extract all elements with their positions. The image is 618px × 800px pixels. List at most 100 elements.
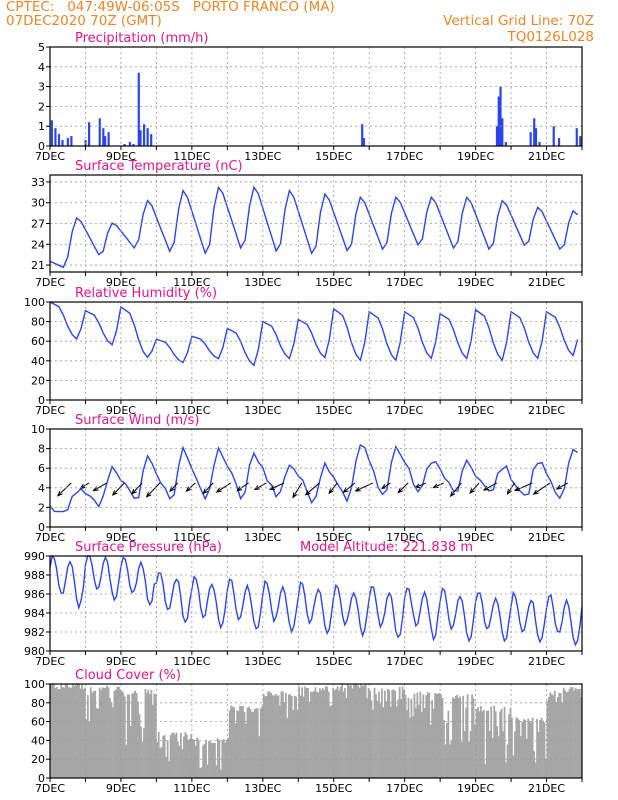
cloud-bar <box>481 711 484 778</box>
wind-arrowhead <box>397 487 404 494</box>
cloud-bar <box>218 740 221 778</box>
cloud-bar <box>506 744 509 778</box>
cloud-bar <box>512 755 515 778</box>
wind-arrow <box>415 482 427 488</box>
cloud-bar <box>355 684 358 778</box>
cloud-bar <box>58 689 61 778</box>
cloud-bar <box>184 732 187 778</box>
precip-bar <box>98 118 101 146</box>
cloud-bar <box>499 711 502 778</box>
cloud-bar <box>321 688 324 778</box>
cloud-bar <box>401 686 404 778</box>
cloud-bar <box>440 694 442 778</box>
x-tick-label: 21DEC <box>528 531 565 544</box>
cloud-bar <box>55 687 58 778</box>
cloud-bar <box>403 690 405 778</box>
wind-arrowhead <box>145 491 152 498</box>
model-altitude: Model Altitude: 221.838 m <box>300 540 473 555</box>
wind-arrowhead <box>449 491 456 498</box>
cloud-bar <box>273 695 275 778</box>
x-tick-label: 13DEC <box>244 782 281 795</box>
x-tick-label: 17DEC <box>386 655 423 668</box>
x-tick-label: 17DEC <box>386 276 423 289</box>
cloud-bar <box>79 688 82 778</box>
x-tick-label: 7DEC <box>35 655 65 668</box>
cloud-bar <box>181 749 184 778</box>
cloud-bar <box>51 684 54 778</box>
y-tick-label: 980 <box>24 645 45 658</box>
cloud-bar <box>570 687 572 778</box>
cloud-bar <box>444 744 447 778</box>
cloud-bar <box>422 694 425 778</box>
cloud-bar <box>347 684 349 778</box>
cloud-bar <box>196 737 199 778</box>
y-tick-label: 0 <box>38 521 45 534</box>
cloud-bar <box>453 698 456 778</box>
precip-bar <box>495 126 499 146</box>
x-tick-label: 13DEC <box>244 655 281 668</box>
wind-arrow <box>186 482 196 492</box>
cloud-bar <box>382 707 385 778</box>
cloud-bar <box>177 741 179 778</box>
cloud-bar <box>248 706 250 778</box>
cloud-bar <box>286 717 289 778</box>
cloud-bar <box>308 701 311 778</box>
cloud-bar <box>477 707 479 778</box>
cloud-bar <box>342 691 345 778</box>
station-info: CPTEC: 047:49W-06:05S PORTO FRANCO (MA) <box>6 0 335 15</box>
cloud-bar <box>332 687 335 778</box>
y-tick-label: 2 <box>38 501 45 514</box>
cloud-bar <box>100 689 103 778</box>
wind-arrowhead <box>555 484 562 490</box>
cloud-bar <box>75 684 77 778</box>
cloud-bar <box>191 738 194 778</box>
cloud-bar <box>305 688 308 778</box>
plot-frame <box>49 301 583 401</box>
cloud-bar <box>516 718 519 778</box>
cloud-bar <box>302 696 305 778</box>
cloud-bar <box>106 685 108 778</box>
precip-bar <box>501 118 504 146</box>
cloud-bar <box>227 737 230 778</box>
x-tick-label: 11DEC <box>173 655 210 668</box>
wind-arrow <box>131 482 143 495</box>
wind-arrowhead <box>506 488 512 495</box>
x-tick-label: 19DEC <box>457 655 494 668</box>
cloud-bar <box>428 693 431 778</box>
cloud-bar <box>579 688 581 778</box>
cloud-bar <box>154 693 157 778</box>
cloud-bar <box>417 704 420 778</box>
cloud-bar <box>233 707 236 778</box>
plot-area <box>50 302 582 400</box>
cloud-bar <box>484 764 487 778</box>
wind-arrow <box>292 482 303 498</box>
cloud-bar <box>320 690 323 778</box>
wind-arrowhead <box>111 490 118 496</box>
series-line <box>49 443 578 513</box>
cloud-bar <box>188 738 191 778</box>
x-tick-label: 19DEC <box>457 276 494 289</box>
cloud-bar <box>363 685 366 778</box>
cloud-bar <box>329 706 332 778</box>
cloud-bar <box>336 686 339 778</box>
cloud-bar <box>76 684 79 778</box>
y-tick-label: 40 <box>31 355 45 368</box>
precip-bar <box>533 118 536 146</box>
cloud-bar <box>373 687 376 778</box>
cloud-bar <box>358 687 361 778</box>
x-tick-label: 7DEC <box>35 276 65 289</box>
cloud-bar <box>361 686 364 778</box>
cloud-bar <box>52 684 55 778</box>
cloud-bar <box>150 689 153 778</box>
wind-arrowhead <box>268 485 276 490</box>
y-tick-label: 4 <box>38 482 45 495</box>
cloud-bar <box>149 694 151 778</box>
cloud-bar <box>431 700 434 778</box>
cloud-bar <box>243 711 246 778</box>
cloud-bar <box>120 691 123 778</box>
cloud-bar <box>310 691 312 778</box>
cloud-bar <box>366 698 369 778</box>
cloud-bar <box>515 717 518 778</box>
x-tick-label: 17DEC <box>386 150 423 163</box>
cloud-bar <box>258 736 261 778</box>
